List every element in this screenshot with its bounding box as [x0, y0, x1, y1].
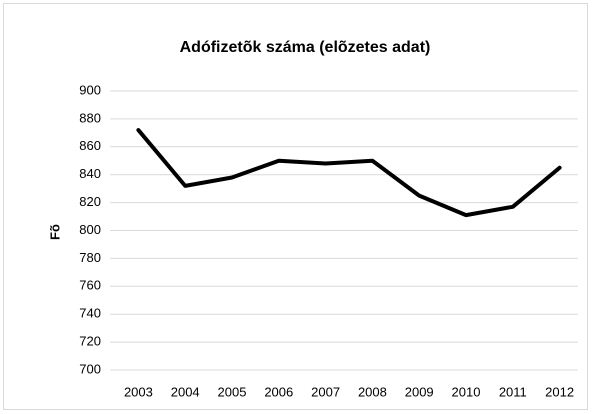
- x-tick-label: 2003: [124, 384, 153, 399]
- y-tick-label: 760: [79, 278, 101, 293]
- x-tick-label: 2005: [218, 384, 247, 399]
- y-tick-label: 840: [79, 166, 101, 181]
- chart-title: Adófizetõk száma (elõzetes adat): [180, 39, 431, 56]
- y-tick-label: 880: [79, 110, 101, 125]
- y-tick-label: 820: [79, 194, 101, 209]
- y-tick-label: 740: [79, 306, 101, 321]
- x-tick-label: 2009: [405, 384, 434, 399]
- data-line: [136, 128, 562, 218]
- y-tick-label: 800: [79, 222, 101, 237]
- y-axis-label: Fõ: [47, 224, 62, 240]
- x-tick-label: 2012: [545, 384, 574, 399]
- x-tick-label: 2010: [452, 384, 481, 399]
- y-tick-label: 860: [79, 138, 101, 153]
- y-tick-label: 780: [79, 250, 101, 265]
- x-tick-label: 2006: [264, 384, 293, 399]
- y-tick-label: 900: [79, 82, 101, 97]
- x-tick-label: 2004: [171, 384, 200, 399]
- y-tick-label: 720: [79, 334, 101, 349]
- x-tick-label: 2011: [499, 384, 527, 399]
- x-tick-label: 2007: [311, 384, 340, 399]
- y-tick-label: 700: [79, 361, 101, 376]
- x-tick-label: 2008: [358, 384, 387, 399]
